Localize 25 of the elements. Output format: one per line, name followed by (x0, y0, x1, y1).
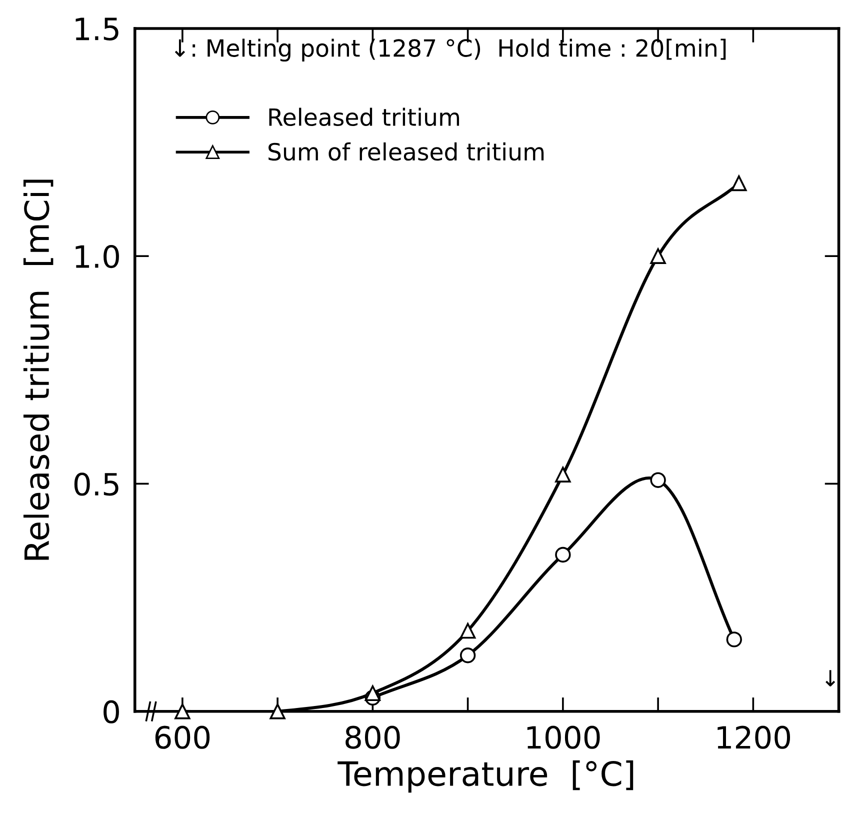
legend-label: Sum of released tritium (268, 142, 544, 161)
x-tick-label: 1200 (718, 726, 790, 749)
y-axis-title: Released tritium [mCi] (23, 180, 54, 560)
point (731, 175, 747, 192)
point (650, 248, 666, 264)
x-axis-title: Temperature [°C] (338, 760, 634, 793)
point (555, 546, 571, 563)
y-tick-label: 0.5 (74, 472, 118, 496)
point (364, 685, 381, 702)
x-tick-label: 1000 (527, 726, 600, 749)
legend-label: Released tritium (269, 108, 460, 126)
x-tick-label: 600 (155, 726, 210, 749)
y-tick-label: 1.5 (76, 18, 118, 40)
y-tick-label: 0 (104, 700, 119, 724)
point (650, 472, 666, 488)
point (555, 466, 571, 482)
point (726, 632, 742, 648)
x-tick-label: 800 (346, 726, 400, 749)
annotation: ↓ (826, 670, 836, 686)
point (270, 704, 286, 720)
annotation: ↓: Melting point (1287 °C) Hold time : 20[min] (174, 38, 726, 62)
point (460, 648, 476, 664)
point (174, 704, 190, 720)
y-tick-label: 1.0 (76, 245, 119, 268)
point (460, 622, 476, 639)
